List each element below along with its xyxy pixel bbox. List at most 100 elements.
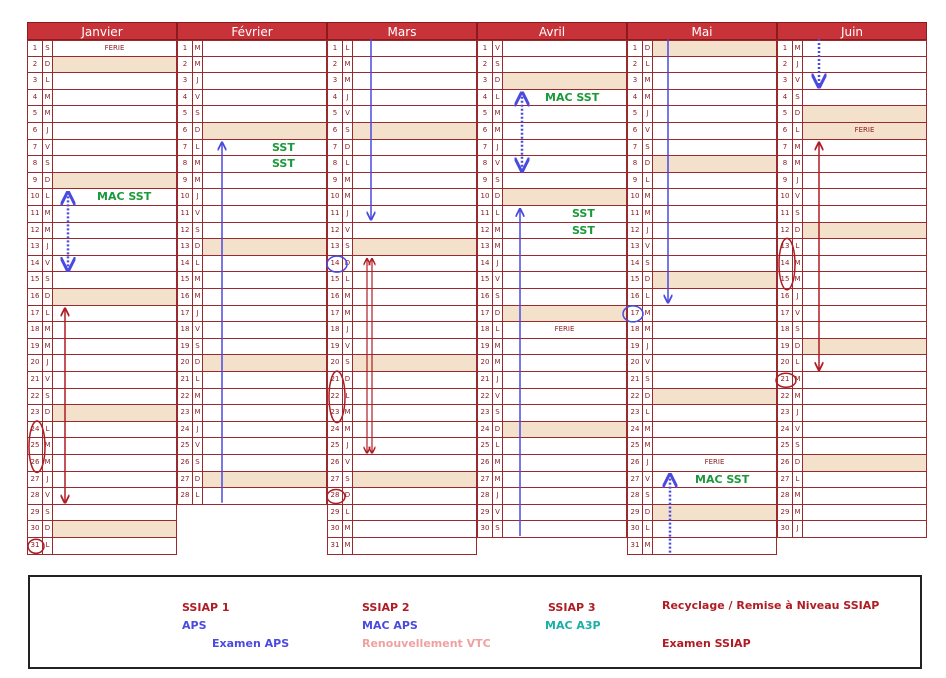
day-row[interactable]: 15 D — [627, 272, 777, 289]
day-row[interactable]: 20 S — [327, 355, 477, 372]
day-row[interactable]: 18 M — [27, 322, 177, 339]
day-row[interactable]: 22 V — [477, 388, 627, 406]
day-row[interactable]: 11 L — [477, 206, 627, 223]
day-row[interactable]: 27 M — [477, 471, 627, 489]
day-row[interactable]: 27 S — [327, 471, 477, 489]
day-row[interactable]: 25 S — [777, 438, 927, 455]
day-row[interactable]: 21 S — [627, 372, 777, 389]
day-row[interactable]: 30 M — [327, 521, 477, 538]
day-row[interactable]: 23 S — [477, 405, 627, 422]
day-row[interactable]: 17 L — [27, 305, 177, 323]
day-row[interactable]: 10 J — [177, 189, 327, 206]
day-row[interactable]: 27 V — [627, 471, 777, 489]
day-row[interactable]: 26 D — [777, 455, 927, 472]
day-row[interactable]: 12 M — [477, 222, 627, 240]
day-row[interactable]: 15 V — [477, 272, 627, 289]
day-row[interactable]: 20 L — [777, 355, 927, 372]
day-row[interactable]: 30 D — [27, 521, 177, 538]
day-row[interactable]: 25 V — [177, 438, 327, 455]
day-row[interactable]: 13 V — [627, 239, 777, 256]
day-row[interactable]: 24 L — [27, 421, 177, 439]
day-row[interactable]: 11 J — [327, 206, 477, 223]
day-row[interactable]: 14 J — [477, 255, 627, 273]
day-row[interactable]: 10 M — [627, 189, 777, 206]
day-row[interactable]: 11 S — [777, 206, 927, 223]
day-row[interactable]: 10 L — [27, 189, 177, 206]
day-row[interactable]: 14 V — [27, 255, 177, 273]
day-row[interactable]: 21 V — [27, 372, 177, 389]
day-row[interactable]: 25 M — [27, 438, 177, 455]
day-row[interactable]: 16 M — [177, 289, 327, 306]
day-row[interactable]: 11 M — [627, 206, 777, 223]
day-row[interactable]: 28 J — [477, 488, 627, 505]
day-row[interactable]: 12 D — [777, 222, 927, 240]
day-row[interactable]: 29 S — [27, 504, 177, 522]
day-row[interactable]: 14 M — [777, 255, 927, 273]
day-row[interactable]: 29 L — [327, 504, 477, 522]
day-row[interactable]: 19 J — [627, 338, 777, 356]
day-row[interactable]: 15 L — [327, 272, 477, 289]
day-row[interactable]: 13 L — [777, 239, 927, 256]
day-row[interactable]: 6 L FERIE — [777, 123, 927, 140]
day-row[interactable]: 21 L — [177, 372, 327, 389]
day-row[interactable]: 17 M — [327, 305, 477, 323]
day-row[interactable]: 25 L — [477, 438, 627, 455]
day-row[interactable]: 12 M — [27, 222, 177, 240]
day-row[interactable]: 10 V — [777, 189, 927, 206]
day-row[interactable]: 14 S — [627, 255, 777, 273]
day-row[interactable]: 21 D — [327, 372, 477, 389]
day-row[interactable]: 18 M — [627, 322, 777, 339]
day-row[interactable]: 28 V — [27, 488, 177, 505]
day-row[interactable]: 31 M — [327, 538, 477, 555]
day-row[interactable]: 17 D — [477, 305, 627, 323]
day-row[interactable]: 26 M — [477, 455, 627, 472]
day-row[interactable]: 18 L FERIE — [477, 322, 627, 339]
day-row[interactable]: 12 V — [327, 222, 477, 240]
day-row[interactable]: 19 D — [777, 338, 927, 356]
day-row[interactable]: 31 L — [27, 538, 177, 555]
day-row[interactable]: 22 M — [177, 388, 327, 406]
day-row[interactable]: 22 L — [327, 388, 477, 406]
day-row[interactable]: 15 S — [27, 272, 177, 289]
day-row[interactable]: 17 M — [627, 305, 777, 323]
day-row[interactable]: 28 S — [627, 488, 777, 505]
day-row[interactable]: 22 M — [777, 388, 927, 406]
day-row[interactable]: 17 J — [177, 305, 327, 323]
day-row[interactable]: 12 S — [177, 222, 327, 240]
day-row[interactable]: 16 S — [477, 289, 627, 306]
day-row[interactable]: 15 M — [777, 272, 927, 289]
day-row[interactable]: 11 M — [27, 206, 177, 223]
day-row[interactable]: 10 D — [477, 189, 627, 206]
day-row[interactable]: 25 J — [327, 438, 477, 455]
day-row[interactable]: 21 M — [777, 372, 927, 389]
day-row[interactable]: 10 M — [327, 189, 477, 206]
day-row[interactable]: 19 V — [327, 338, 477, 356]
day-row[interactable]: 16 J — [777, 289, 927, 306]
day-row[interactable]: 24 D — [477, 421, 627, 439]
day-row[interactable]: 30 J — [777, 521, 927, 538]
day-row[interactable]: 19 S — [177, 338, 327, 356]
day-row[interactable]: 27 D — [177, 471, 327, 489]
